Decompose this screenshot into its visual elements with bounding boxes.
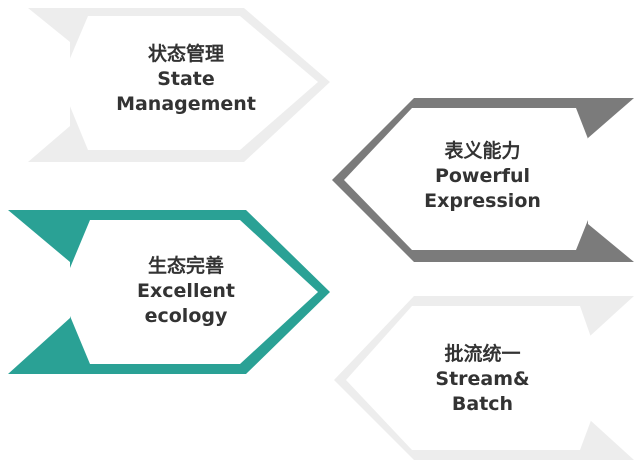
card-stream-shape [334, 296, 634, 460]
card-expression-shape [332, 98, 634, 262]
card-stream-en-2: Batch [451, 393, 514, 415]
card-ecology-shape [8, 210, 330, 374]
card-ecology-en-1: Excellent [137, 280, 235, 302]
card-expression-en-1: Powerful [434, 165, 531, 187]
card-stream-body [346, 306, 606, 450]
card-state-en-2: Management [116, 93, 256, 115]
card-state-body [60, 16, 318, 150]
card-expression-label: 表义能力 Powerful Expression [355, 139, 610, 214]
card-stream-label: 批流统一 Stream& Batch [355, 342, 610, 417]
card-ecology-body [60, 220, 318, 364]
card-state-cn: 状态管理 [147, 43, 224, 65]
card-state-en-1: State [157, 68, 215, 90]
card-stream-en-1: Stream& [435, 368, 530, 390]
card-ecology-en-2: ecology [144, 305, 228, 327]
card-ecology-cn: 生态完善 [147, 255, 224, 277]
card-state-label: 状态管理 State Management [64, 42, 308, 117]
card-expression-cn: 表义能力 [444, 140, 521, 162]
card-stream-cn: 批流统一 [444, 343, 521, 365]
card-expression-body [344, 108, 604, 250]
card-state-shape [28, 8, 330, 162]
card-ecology-label: 生态完善 Excellent ecology [64, 254, 308, 329]
card-expression-en-2: Expression [424, 190, 541, 212]
